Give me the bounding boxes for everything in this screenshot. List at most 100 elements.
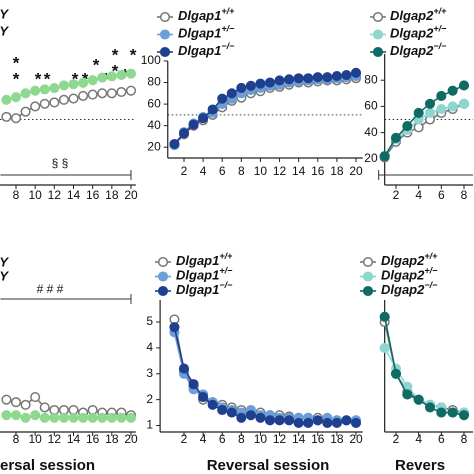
data-point: [58, 80, 69, 91]
legend-label: Dlgap2+/−: [390, 24, 447, 41]
x-tick-label: 4: [415, 432, 422, 446]
x-tick-label: 8: [461, 432, 468, 446]
x-tick-label: 8: [238, 164, 245, 178]
data-point: [87, 75, 98, 86]
data-point: [30, 85, 41, 96]
significance-star: *: [130, 45, 137, 64]
data-point: [379, 311, 390, 322]
series-line: [173, 319, 356, 422]
data-point: [458, 80, 470, 91]
data-point: [39, 84, 50, 95]
data-point: [424, 98, 436, 109]
x-axis-label: ersal session: [0, 457, 95, 474]
data-point: [39, 402, 50, 413]
bracket-label: # # #: [37, 282, 64, 296]
data-point: [10, 410, 22, 421]
legend-marker: [159, 29, 171, 40]
data-point: [39, 412, 50, 423]
data-point: [68, 93, 79, 104]
legend-label: Y: [0, 23, 9, 38]
x-tick-label: 14: [67, 432, 81, 446]
x-tick-label: 4: [200, 432, 207, 446]
x-tick-label: 20: [349, 164, 363, 178]
data-point: [30, 101, 41, 112]
x-tick-label: 12: [48, 188, 62, 202]
data-point: [379, 151, 390, 162]
data-point: [78, 90, 89, 101]
y-tick-label: 40: [364, 125, 378, 139]
x-tick-label: 10: [28, 432, 42, 446]
data-point: [116, 69, 127, 81]
legend-marker: [157, 271, 169, 282]
legend-marker: [372, 29, 384, 40]
data-point: [293, 73, 304, 84]
x-tick-label: 2: [393, 188, 400, 202]
data-point: [458, 98, 470, 109]
legend-marker: [362, 256, 374, 268]
x-tick-label: 20: [349, 432, 363, 446]
data-point: [436, 407, 447, 418]
legend-label: Y: [0, 254, 9, 269]
data-point: [312, 72, 323, 83]
data-point: [274, 75, 285, 86]
x-tick-label: 8: [13, 432, 20, 446]
x-tick-label: 6: [219, 164, 226, 178]
data-point: [331, 71, 342, 82]
data-point: [78, 77, 89, 88]
data-point: [274, 415, 285, 426]
x-tick-label: 12: [48, 432, 62, 446]
data-point: [341, 415, 352, 426]
y-tick-label: 60: [147, 96, 161, 110]
y-tick-label: 80: [364, 72, 378, 86]
data-point: [341, 69, 352, 81]
data-point: [49, 412, 60, 423]
x-tick-label: 8: [238, 432, 245, 446]
y-tick-label: 20: [147, 139, 161, 153]
data-point: [236, 82, 247, 93]
legend-label: Y: [0, 268, 9, 283]
y-tick-label: 60: [364, 99, 378, 113]
data-point: [413, 394, 424, 405]
data-point: [303, 73, 314, 84]
y-tick-label: 40: [147, 118, 161, 132]
data-point: [20, 106, 31, 117]
legend-label: Dlgap2−/−: [381, 280, 438, 297]
x-tick-label: 18: [105, 188, 119, 202]
data-point: [350, 417, 362, 428]
data-point: [30, 392, 41, 403]
legend-label: Dlgap1−/−: [178, 41, 235, 58]
significance-star: *: [35, 69, 42, 88]
data-point: [303, 417, 314, 428]
x-tick-label: 20: [124, 432, 138, 446]
x-tick-label: 2: [181, 432, 188, 446]
x-tick-label: 18: [330, 432, 344, 446]
data-point: [322, 417, 333, 428]
significance-star: *: [112, 61, 119, 80]
significance-star: *: [44, 69, 51, 88]
data-point: [68, 412, 79, 423]
data-point: [49, 97, 60, 108]
data-point: [312, 415, 323, 426]
data-point: [58, 94, 69, 105]
data-point: [30, 410, 41, 421]
data-point: [20, 88, 31, 99]
data-point: [10, 92, 22, 103]
y-tick-label: 3: [146, 366, 153, 380]
panel: 2 4 6 8 20 40 60 80 Dlgap2+/+Dlgap2+/−Dlgap2−/−: [364, 6, 474, 202]
panel: 2 4 6 8 10 12 14 16 18 2020406080100Dlgap1+/+Dlga…: [141, 6, 363, 178]
data-point: [87, 89, 98, 100]
x-tick-label: 4: [200, 164, 207, 178]
data-point: [169, 138, 180, 150]
data-point: [236, 412, 247, 423]
data-point: [178, 128, 190, 139]
legend-label: Dlgap2−/−: [390, 41, 447, 58]
data-point: [458, 410, 470, 421]
data-point: [188, 119, 199, 130]
data-point: [217, 404, 228, 416]
legend-label: Y: [0, 6, 9, 21]
data-point: [226, 407, 237, 418]
data-point: [379, 342, 390, 353]
data-point: [1, 111, 12, 122]
